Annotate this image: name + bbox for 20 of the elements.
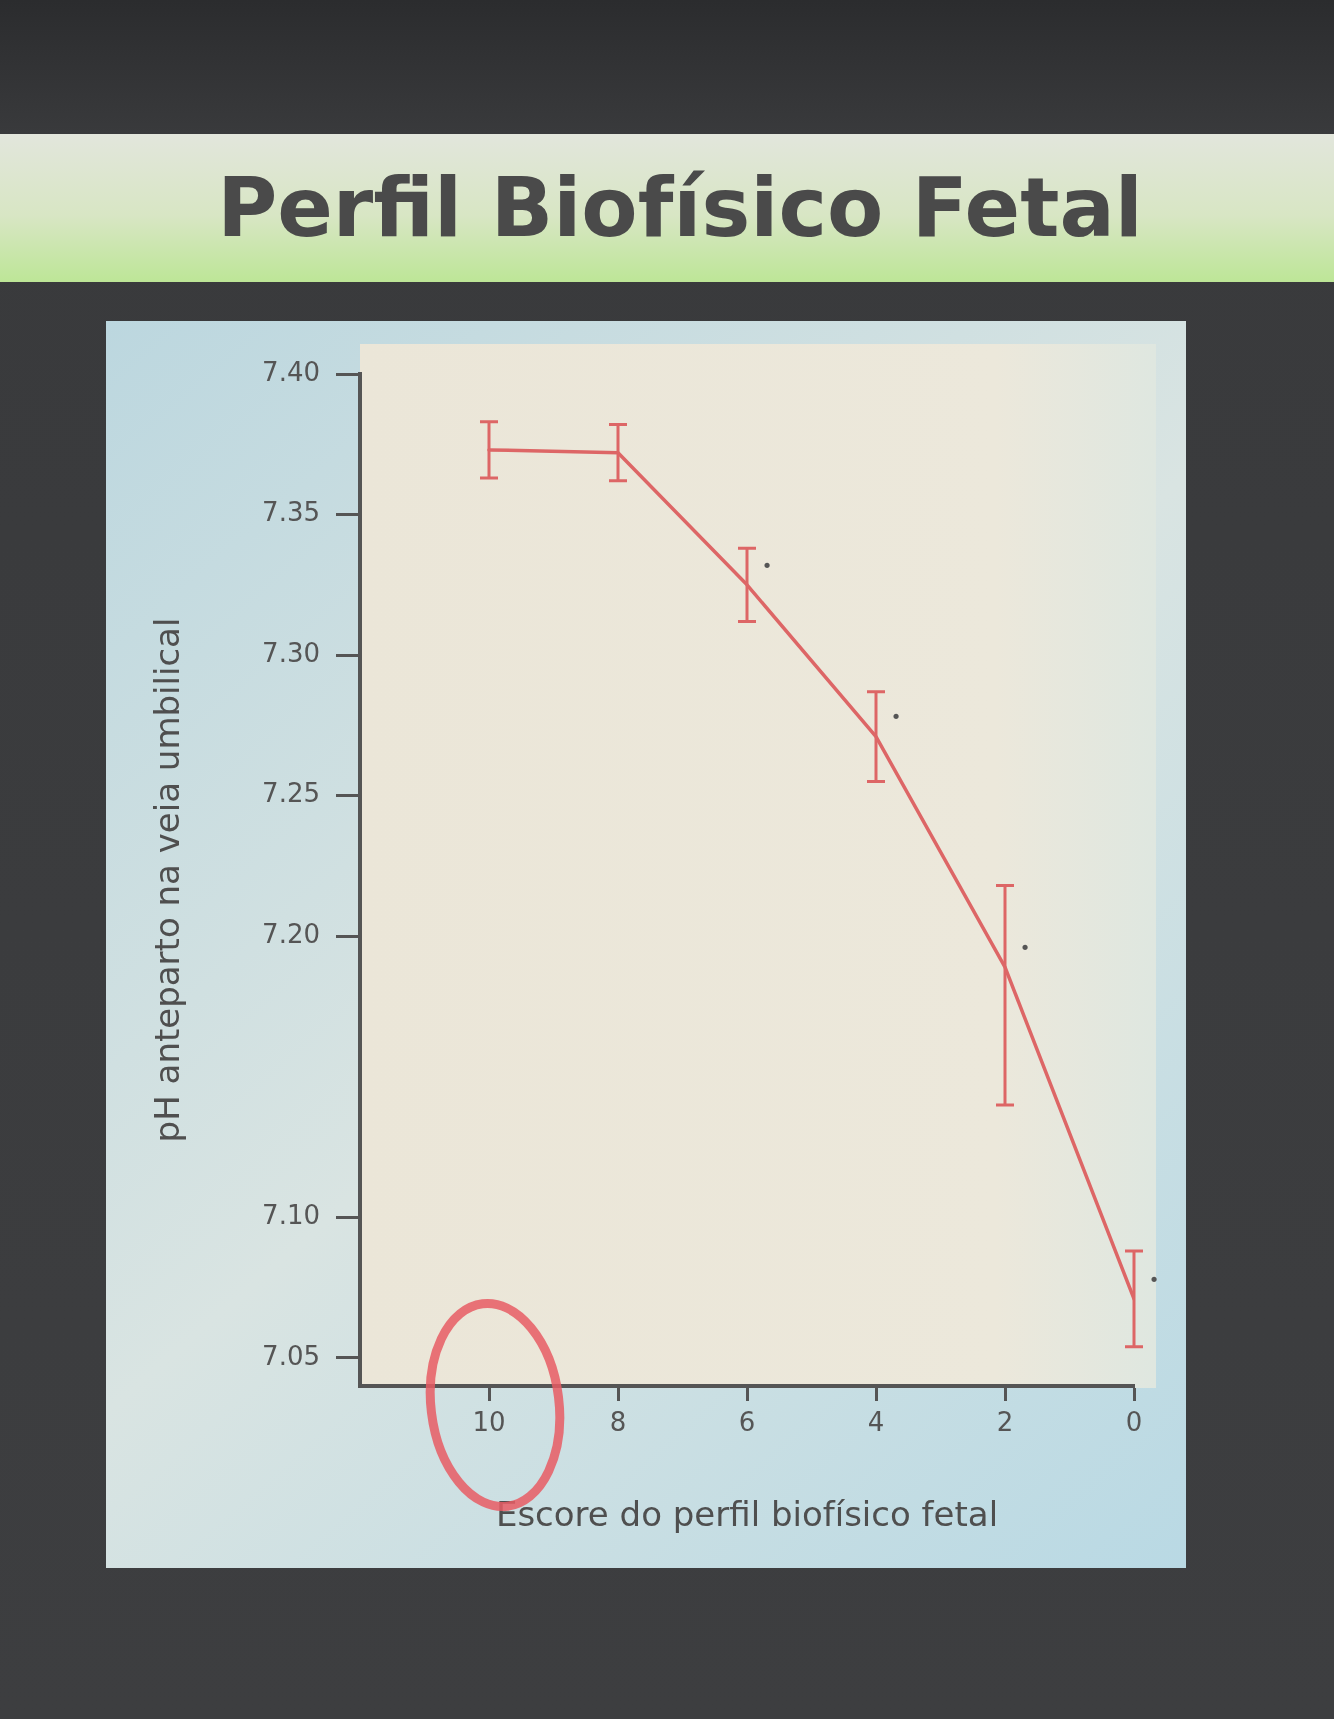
chart-title: Perfil Biofísico Fetal bbox=[216, 159, 1143, 255]
y-tick-label: 7.25 bbox=[262, 778, 320, 809]
annotation: • bbox=[1019, 936, 1031, 958]
y-tick-label: 7.10 bbox=[262, 1200, 320, 1231]
x-tick-label: 0 bbox=[1125, 1407, 1143, 1438]
y-tick-label: 7.05 bbox=[262, 1340, 320, 1371]
y-tick-label: 7.20 bbox=[262, 918, 320, 949]
y-tick-label: 7.35 bbox=[262, 497, 320, 528]
y-tick-label: 7.30 bbox=[262, 637, 320, 668]
x-tick-label: 8 bbox=[609, 1407, 627, 1438]
annotation: • bbox=[1148, 1268, 1160, 1290]
x-axis-title: Escore do perfil biofísico fetal bbox=[495, 1494, 999, 1535]
x-tick-label: 6 bbox=[738, 1407, 756, 1438]
x-tick-label: 4 bbox=[867, 1407, 885, 1438]
annotation: • bbox=[890, 706, 902, 728]
y-tick-label: 7.40 bbox=[262, 356, 320, 387]
annotation: • bbox=[761, 554, 773, 576]
y-axis-title: pH anteparto na veia umbilical bbox=[147, 617, 188, 1143]
x-tick-label: 10 bbox=[472, 1407, 506, 1438]
x-tick-label: 2 bbox=[996, 1407, 1014, 1438]
